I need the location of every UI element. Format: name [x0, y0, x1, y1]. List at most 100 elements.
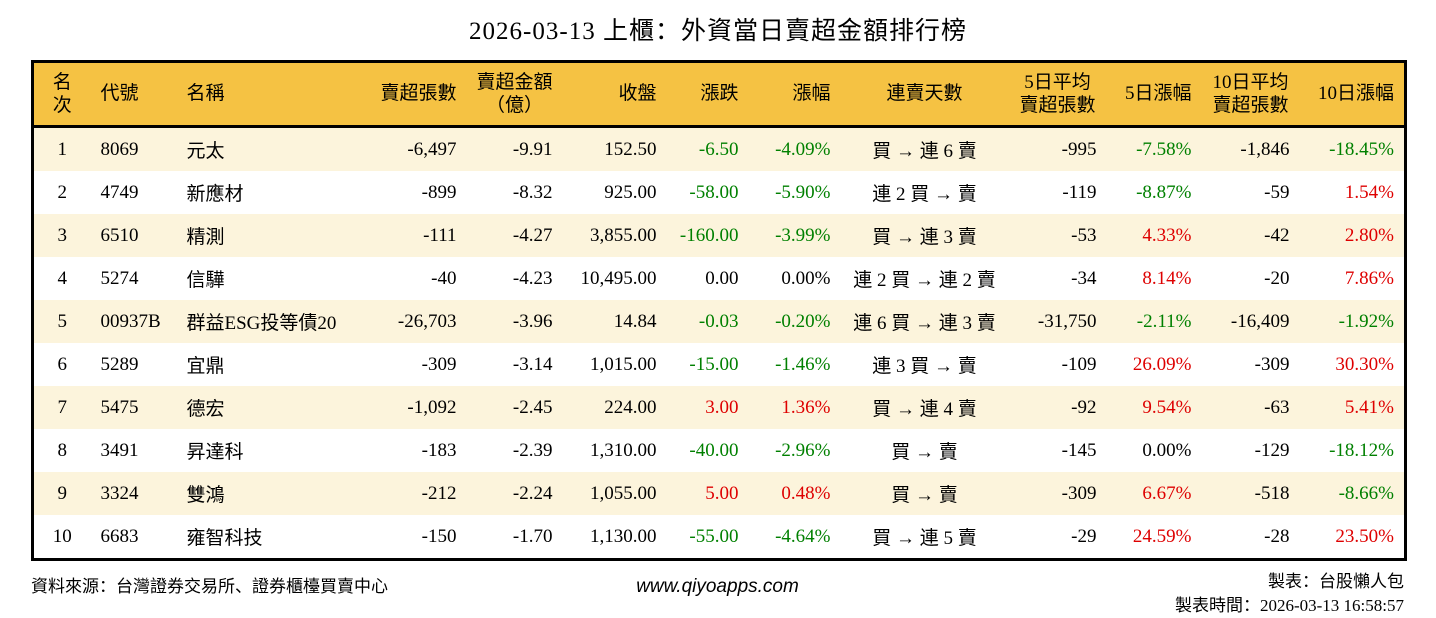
maker-label: 製表：台股懶人包	[1268, 572, 1404, 591]
footer: 資料來源：台灣證券交易所、證券櫃檯買賣中心 www.qiyoapps.com 製…	[31, 570, 1404, 618]
col-header-sold-amt: 賣超金額 （億）	[466, 61, 563, 128]
cell-sold-amt: -2.24	[512, 482, 553, 504]
cell-close: 1,015.00	[590, 353, 657, 375]
cell-avg5: -145	[1061, 439, 1097, 461]
table-row: 4 5274 信驊 -40 -4.23 10,495.00 0.00 0.00%…	[32, 257, 1406, 300]
cell-code: 8069	[100, 138, 139, 160]
cell-pct10: 1.54%	[1344, 181, 1394, 203]
cell-pct5: 4.33%	[1142, 224, 1192, 246]
cell-close: 10,495.00	[580, 267, 657, 289]
cell-avg10: -518	[1254, 482, 1290, 504]
data-source-note: 資料來源：台灣證券交易所、證券櫃檯買賣中心	[31, 577, 388, 596]
cell-change-pct: 0.48%	[781, 482, 831, 504]
cell-name: 元太	[186, 141, 225, 162]
page-title: 2026-03-13 上櫃：外資當日賣超金額排行榜	[469, 18, 967, 45]
cell-sold-amt: -2.45	[512, 396, 553, 418]
cell-avg10: -1,846	[1240, 138, 1290, 160]
cell-avg10: -309	[1254, 353, 1290, 375]
cell-change-pct: 1.36%	[781, 396, 831, 418]
cell-name: 群益ESG投等債20	[186, 313, 337, 334]
cell-rank: 10	[52, 525, 72, 547]
cell-avg5: -309	[1061, 482, 1097, 504]
col-header-change-pct: 漲幅	[748, 61, 841, 128]
cell-name: 新應材	[186, 184, 244, 205]
cell-close: 3,855.00	[590, 224, 657, 246]
cell-pct5: 26.09%	[1132, 353, 1192, 375]
cell-code: 3491	[100, 439, 139, 461]
cell-rank: 6	[57, 353, 68, 375]
cell-code: 4749	[100, 181, 139, 203]
table-row: 5 00937B 群益ESG投等債20 -26,703 -3.96 14.84 …	[32, 300, 1406, 343]
cell-avg5: -31,750	[1037, 310, 1097, 332]
cell-code: 5289	[100, 353, 139, 375]
cell-sold-qty: -899	[421, 181, 457, 203]
col-header-rank: 名次	[32, 61, 91, 128]
cell-streak: 連 3 買 → 賣	[872, 356, 977, 377]
cell-rank: 7	[57, 396, 68, 418]
cell-close: 1,310.00	[590, 439, 657, 461]
cell-name: 雍智科技	[186, 528, 263, 549]
col-header-avg10: 10日平均 賣超張數	[1201, 61, 1300, 128]
cell-pct5: 9.54%	[1142, 396, 1192, 418]
made-at-label: 製表時間：2026-03-13 16:58:57	[1174, 595, 1404, 615]
cell-avg10: -59	[1264, 181, 1290, 203]
col-header-name: 名稱	[176, 61, 357, 128]
cell-change: -40.00	[689, 439, 739, 461]
cell-close: 1,130.00	[590, 525, 657, 547]
cell-pct10: 30.30%	[1335, 353, 1394, 375]
cell-close: 925.00	[604, 181, 657, 203]
ranking-table: 名次 代號 名稱 賣超張數 賣超金額 （億） 收盤 漲跌 漲幅 連賣天數 5日平均…	[31, 60, 1407, 561]
cell-rank: 9	[57, 482, 68, 504]
cell-avg10: -28	[1264, 525, 1290, 547]
col-header-change: 漲跌	[666, 61, 749, 128]
table-row: 2 4749 新應材 -899 -8.32 925.00 -58.00 -5.9…	[32, 171, 1406, 214]
table-row: 9 3324 雙鴻 -212 -2.24 1,055.00 5.00 0.48%…	[32, 472, 1406, 515]
cell-pct10: 5.41%	[1344, 396, 1394, 418]
cell-sold-amt: -4.27	[512, 224, 553, 246]
cell-sold-amt: -3.14	[512, 353, 553, 375]
cell-change-pct: -4.09%	[775, 138, 831, 160]
cell-name: 雙鴻	[186, 485, 225, 506]
cell-pct5: 0.00%	[1142, 439, 1192, 461]
cell-rank: 4	[57, 267, 68, 289]
cell-streak: 買 → 賣	[891, 485, 958, 506]
cell-streak: 買 → 連 6 賣	[872, 141, 977, 162]
cell-code: 00937B	[100, 310, 161, 332]
cell-change: -160.00	[679, 224, 739, 246]
table-row: 1 8069 元太 -6,497 -9.91 152.50 -6.50 -4.0…	[32, 126, 1406, 171]
cell-sold-amt: -2.39	[512, 439, 553, 461]
cell-pct10: 7.86%	[1344, 267, 1394, 289]
cell-rank: 3	[57, 224, 68, 246]
cell-code: 3324	[100, 482, 139, 504]
cell-avg10: -42	[1264, 224, 1290, 246]
cell-sold-amt: -1.70	[512, 525, 553, 547]
col-header-close: 收盤	[562, 61, 667, 128]
table-row: 7 5475 德宏 -1,092 -2.45 224.00 3.00 1.36%…	[32, 386, 1406, 429]
col-header-pct10: 10日漲幅	[1299, 61, 1406, 128]
cell-avg5: -109	[1061, 353, 1097, 375]
cell-sold-amt: -3.96	[512, 310, 553, 332]
cell-name: 宜鼎	[186, 356, 225, 377]
cell-avg5: -92	[1071, 396, 1097, 418]
cell-sold-qty: -40	[431, 267, 457, 289]
table-row: 3 6510 精測 -111 -4.27 3,855.00 -160.00 -3…	[32, 214, 1406, 257]
cell-sold-qty: -309	[421, 353, 457, 375]
cell-avg10: -16,409	[1230, 310, 1290, 332]
cell-streak: 買 → 賣	[891, 442, 958, 463]
cell-pct5: 6.67%	[1142, 482, 1192, 504]
cell-change-pct: -3.99%	[775, 224, 831, 246]
cell-avg5: -34	[1071, 267, 1097, 289]
cell-pct5: 8.14%	[1142, 267, 1192, 289]
cell-change: 0.00	[705, 267, 739, 289]
col-header-code: 代號	[90, 61, 177, 128]
cell-sold-qty: -212	[421, 482, 457, 504]
cell-change-pct: -5.90%	[775, 181, 831, 203]
cell-rank: 1	[57, 138, 68, 160]
cell-avg5: -53	[1071, 224, 1097, 246]
cell-change: 5.00	[705, 482, 739, 504]
cell-change: -0.03	[698, 310, 739, 332]
table-row: 6 5289 宜鼎 -309 -3.14 1,015.00 -15.00 -1.…	[32, 343, 1406, 386]
cell-sold-qty: -183	[421, 439, 457, 461]
cell-sold-amt: -9.91	[512, 138, 553, 160]
cell-rank: 2	[57, 181, 68, 203]
